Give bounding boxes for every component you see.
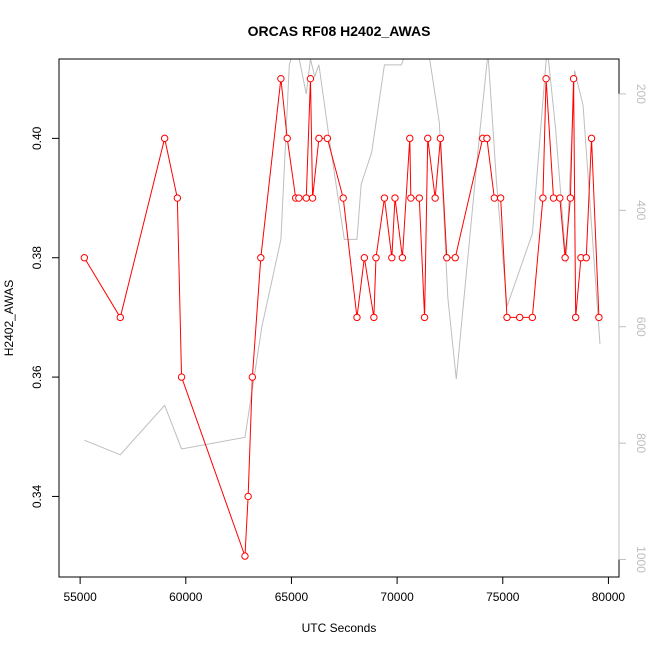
series-right [84, 59, 601, 456]
data-point [248, 373, 257, 381]
data-point [528, 313, 537, 322]
data-point [556, 194, 564, 202]
y-tick-label: 0.34 [30, 484, 44, 508]
data-point [360, 254, 369, 262]
data-point [503, 313, 511, 322]
data-point [388, 254, 396, 262]
data-point [415, 194, 423, 202]
data-point [283, 134, 291, 143]
data-point [587, 134, 596, 143]
x-tick-label: 60000 [169, 590, 203, 604]
x-tick-label: 70000 [380, 590, 414, 604]
data-point [451, 254, 459, 262]
x-axis-label: UTC Seconds [302, 621, 377, 635]
data-point [420, 313, 429, 322]
x-tick-label: 55000 [63, 590, 97, 604]
y-axis-right: 200 400 600 800 1000 [618, 84, 648, 573]
data-point [496, 194, 505, 202]
data-point [582, 254, 590, 262]
data-point [595, 313, 603, 322]
x-tick-label: 75000 [486, 590, 520, 604]
data-point [561, 254, 569, 262]
y2-tick-label: 1000 [634, 546, 648, 573]
data-point [302, 194, 310, 202]
data-point [244, 492, 252, 501]
y2-tick-label: 200 [634, 84, 648, 104]
data-point [372, 254, 380, 262]
data-point [173, 194, 182, 202]
data-point [353, 313, 361, 322]
data-point [339, 194, 347, 202]
data-point [571, 313, 580, 322]
data-point [257, 254, 265, 262]
data-point [277, 74, 285, 83]
data-point [443, 254, 451, 262]
data-point [241, 552, 249, 560]
data-point [323, 134, 332, 143]
y-tick-label: 0.36 [30, 365, 44, 389]
data-point [370, 313, 378, 322]
chart-title: ORCAS RF08 H2402_AWAS [248, 23, 431, 39]
data-point [315, 134, 323, 143]
data-point [566, 194, 575, 202]
data-point [569, 74, 578, 83]
y-axis-left: 0.34 0.36 0.38 0.40 [30, 126, 60, 508]
data-point [490, 194, 499, 202]
data-point [306, 74, 315, 83]
data-point [515, 313, 524, 322]
data-point [436, 134, 445, 143]
axes-layer: 55000 60000 65000 70000 75000 800000.340.360.… [30, 58, 648, 604]
data-point [391, 194, 399, 202]
y2-tick-label: 600 [634, 317, 648, 337]
y2-tick-label: 800 [634, 433, 648, 453]
x-tick-label: 80000 [592, 590, 626, 604]
series-layer [80, 59, 603, 560]
y-axis-label: H2402_AWAS [2, 280, 16, 356]
plot-area [80, 59, 603, 560]
y2-tick-label: 400 [634, 200, 648, 220]
data-point [424, 134, 432, 143]
x-axis: 55000 60000 65000 70000 75000 80000 [63, 576, 626, 604]
data-point [431, 194, 439, 202]
data-point [539, 194, 547, 202]
y-tick-label: 0.38 [30, 246, 44, 270]
data-point [542, 74, 550, 83]
data-point [177, 373, 186, 381]
data-point [308, 194, 317, 202]
data-point [407, 194, 415, 202]
y-tick-label: 0.40 [30, 126, 44, 150]
data-point [398, 254, 407, 262]
data-point [116, 313, 124, 322]
data-point [80, 254, 89, 262]
series-left [80, 74, 603, 560]
data-point [160, 134, 169, 143]
data-point [483, 134, 491, 143]
series-right-line [84, 59, 601, 456]
data-point [380, 194, 389, 202]
data-point [406, 134, 414, 143]
data-point [295, 194, 303, 202]
data-point [549, 194, 558, 202]
x-tick-label: 65000 [275, 590, 309, 604]
